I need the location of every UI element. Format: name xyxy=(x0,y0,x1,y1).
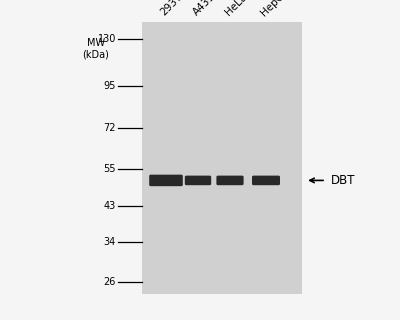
FancyBboxPatch shape xyxy=(185,176,211,185)
Text: DBT: DBT xyxy=(331,174,356,187)
Text: HepG2: HepG2 xyxy=(259,0,291,18)
Text: 26: 26 xyxy=(104,277,116,287)
Text: 55: 55 xyxy=(104,164,116,174)
Text: 130: 130 xyxy=(98,34,116,44)
FancyBboxPatch shape xyxy=(216,176,244,185)
Text: 43: 43 xyxy=(104,201,116,211)
FancyBboxPatch shape xyxy=(149,175,183,186)
Text: 72: 72 xyxy=(104,123,116,133)
Text: A431: A431 xyxy=(191,0,217,18)
Text: 293T: 293T xyxy=(159,0,184,18)
Text: 34: 34 xyxy=(104,237,116,247)
FancyBboxPatch shape xyxy=(252,176,280,185)
Text: HeLa: HeLa xyxy=(223,0,248,18)
Text: 95: 95 xyxy=(104,81,116,91)
Bar xyxy=(142,22,302,294)
Text: MW
(kDa): MW (kDa) xyxy=(82,38,110,60)
